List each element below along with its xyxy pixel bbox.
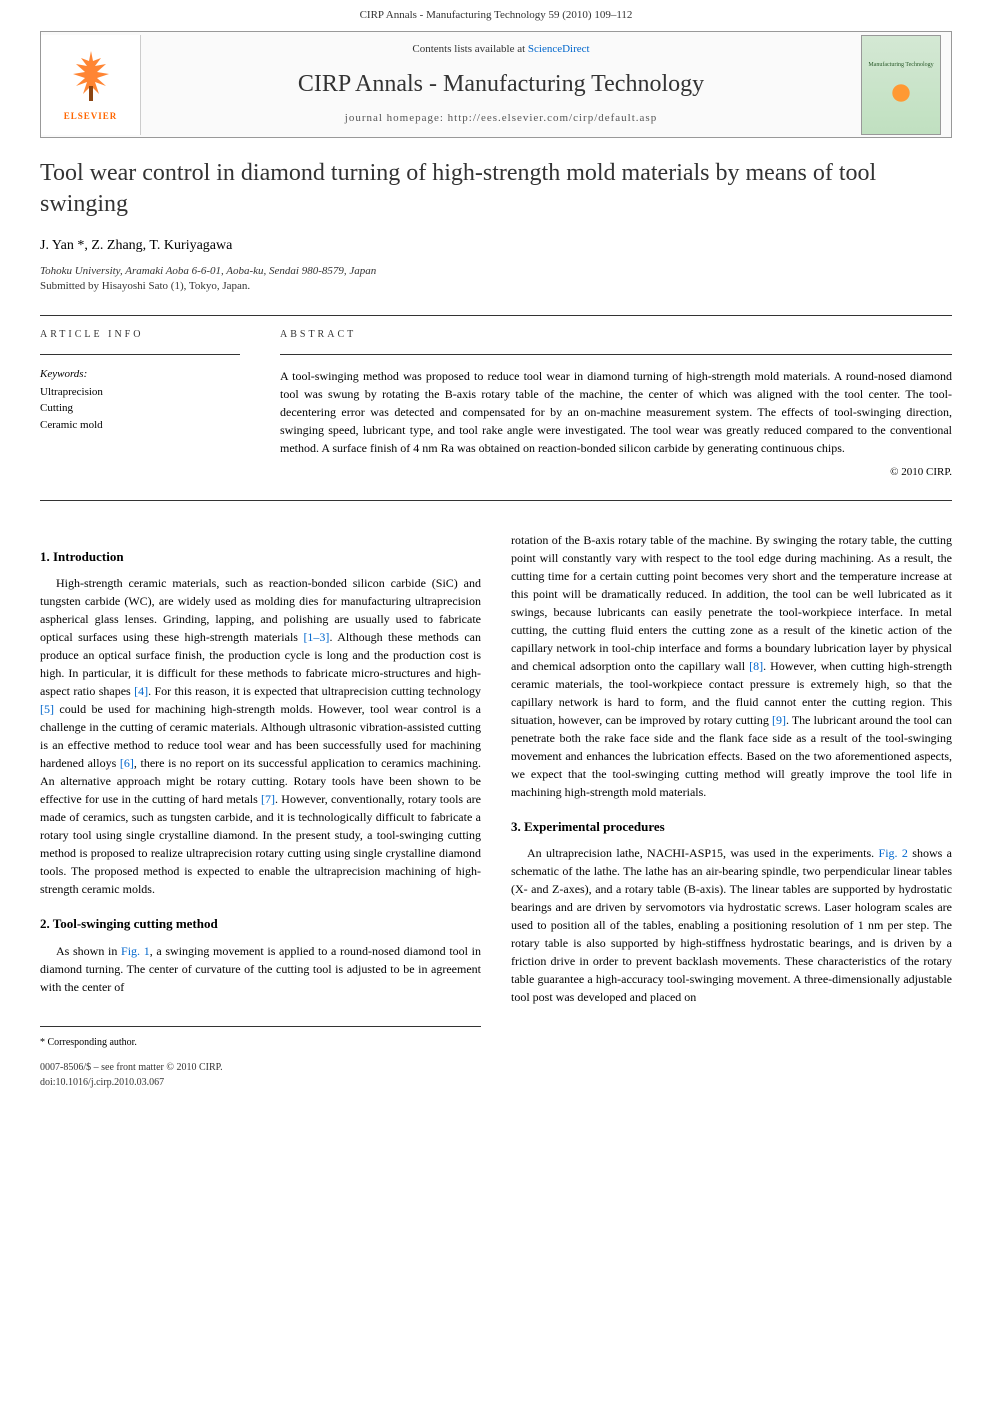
body-columns: 1. Introduction High-strength ceramic ma… [40, 531, 952, 1090]
keywords-label: Keywords: [40, 367, 240, 382]
divider [40, 354, 240, 355]
article-main: Tool wear control in diamond turning of … [0, 158, 992, 1090]
section-heading-2: 2. Tool-swinging cutting method [40, 914, 481, 934]
ref-link[interactable]: [6] [120, 756, 134, 770]
footer-area: * Corresponding author. 0007-8506/$ – se… [40, 1026, 481, 1090]
section-heading-3: 3. Experimental procedures [511, 817, 952, 837]
ref-link[interactable]: [1–3] [303, 630, 329, 644]
running-header: CIRP Annals - Manufacturing Technology 5… [0, 0, 992, 31]
submitted-by: Submitted by Hisayoshi Sato (1), Tokyo, … [40, 279, 952, 294]
ref-link[interactable]: [7] [261, 792, 275, 806]
authors-line: J. Yan *, Z. Zhang, T. Kuriyagawa [40, 236, 952, 256]
banner-center: Contents lists available at ScienceDirec… [141, 32, 861, 136]
ref-link[interactable]: [8] [749, 659, 763, 673]
article-title: Tool wear control in diamond turning of … [40, 158, 952, 220]
paragraph: rotation of the B-axis rotary table of t… [511, 531, 952, 801]
ref-link[interactable]: [4] [134, 684, 148, 698]
journal-banner: ELSEVIER Contents lists available at Sci… [40, 31, 952, 137]
journal-homepage: journal homepage: http://ees.elsevier.co… [151, 111, 851, 126]
divider [40, 315, 952, 316]
divider [40, 500, 952, 501]
cover-swirl-icon [886, 78, 916, 108]
keyword-item: Ultraprecision [40, 384, 240, 401]
abstract-text: A tool-swinging method was proposed to r… [280, 367, 952, 457]
keywords-list: Ultraprecision Cutting Ceramic mold [40, 384, 240, 434]
abstract-block: ABSTRACT A tool-swinging method was prop… [280, 328, 952, 480]
info-abstract-row: ARTICLE INFO Keywords: Ultraprecision Cu… [40, 328, 952, 480]
abstract-label: ABSTRACT [280, 328, 952, 342]
elsevier-logo: ELSEVIER [41, 35, 141, 135]
section-heading-1: 1. Introduction [40, 547, 481, 567]
divider [280, 354, 952, 355]
affiliation: Tohoku University, Aramaki Aoba 6-6-01, … [40, 264, 952, 279]
article-info-block: ARTICLE INFO Keywords: Ultraprecision Cu… [40, 328, 240, 480]
ref-link[interactable]: [5] [40, 702, 54, 716]
sciencedirect-link[interactable]: ScienceDirect [528, 43, 590, 55]
paragraph: As shown in Fig. 1, a swinging movement … [40, 942, 481, 996]
doi-line: doi:10.1016/j.cirp.2010.03.067 [40, 1075, 481, 1090]
paragraph: High-strength ceramic materials, such as… [40, 574, 481, 898]
contents-text: Contents lists available at [412, 43, 527, 55]
article-info-label: ARTICLE INFO [40, 328, 240, 342]
keyword-item: Ceramic mold [40, 417, 240, 434]
body-column-left: 1. Introduction High-strength ceramic ma… [40, 531, 481, 1090]
journal-cover-thumbnail: Manufacturing Technology [861, 35, 941, 135]
fig-link[interactable]: Fig. 1 [121, 944, 150, 958]
elsevier-tree-icon [61, 46, 121, 106]
fig-link[interactable]: Fig. 2 [879, 846, 908, 860]
corresponding-author: * Corresponding author. [40, 1035, 481, 1050]
journal-title: CIRP Annals - Manufacturing Technology [151, 68, 851, 102]
keyword-item: Cutting [40, 400, 240, 417]
elsevier-label: ELSEVIER [64, 110, 118, 123]
issn-line: 0007-8506/$ – see front matter © 2010 CI… [40, 1060, 481, 1075]
paragraph: An ultraprecision lathe, NACHI-ASP15, wa… [511, 844, 952, 1006]
cover-text: Manufacturing Technology [868, 61, 933, 69]
abstract-copyright: © 2010 CIRP. [280, 465, 952, 480]
ref-link[interactable]: [9] [772, 713, 786, 727]
contents-available-line: Contents lists available at ScienceDirec… [151, 42, 851, 57]
body-column-right: rotation of the B-axis rotary table of t… [511, 531, 952, 1090]
